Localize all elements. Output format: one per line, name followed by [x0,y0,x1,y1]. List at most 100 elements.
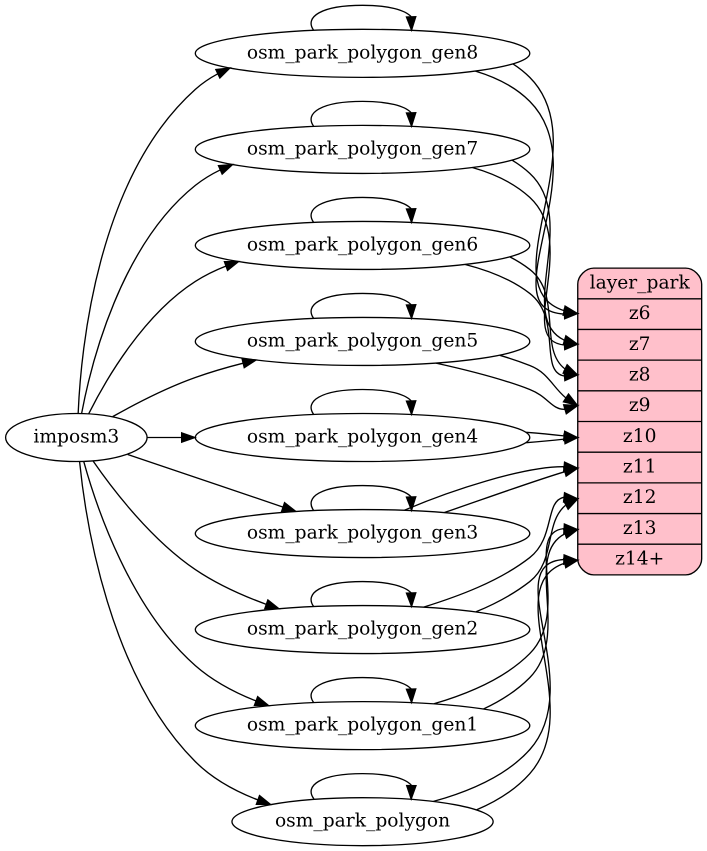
edge-osm-park-polygon-gen8-self-loop [310,4,417,33]
edge-osm-park-polygon-gen1-self-loop [310,676,417,705]
edge-imposm3-to-osm-park-polygon-gen7-line [80,169,221,414]
edge-imposm3-to-osm-park-polygon-gen1-arrowhead [253,695,271,707]
edge-osm-park-polygon-gen5-to-layer-park-z9-b-line [499,354,567,399]
edge-osm-park-polygon-gen3-to-layer-park-z11-line [444,471,565,514]
edge-osm-park-polygon-self-loop-line [310,772,412,800]
edge-imposm3-to-osm-park-polygon-gen4 [147,431,197,444]
node-osm-park-polygon: osm_park_polygon [231,796,494,847]
edge-osm-park-polygon-to-layer-park-z14-b-arrowhead [562,553,580,566]
osm-park-polygon-gen8-ellipse [194,28,531,79]
edge-osm-park-polygon-gen4-to-layer-park-z10-b [526,430,580,442]
edge-osm-park-polygon-gen2-to-layer-park-z12-line [475,504,566,613]
edge-osm-park-polygon-gen3-self-loop-arrowhead [405,496,417,513]
layer-park-table: layer_park z6 z7 z8 z9 z10 z11 z12 z13 z… [577,267,703,576]
edge-osm-park-polygon-gen2-to-layer-park-z12-b-arrowhead [562,491,580,503]
osm-park-polygon-gen3-ellipse [194,508,531,559]
edge-osm-park-polygon-gen7-self-loop-arrowhead [405,111,417,129]
edge-osm-park-polygon-gen5-to-layer-park-z9-arrowhead [562,404,580,415]
edge-imposm3-to-osm-park-polygon-gen8-line [77,73,219,414]
edge-imposm3-to-osm-park-polygon-arrowhead [255,794,273,806]
edge-osm-park-polygon-gen8-self-loop-line [310,4,412,31]
edge-osm-park-polygon-gen1-to-layer-park-z13-b-line [433,527,564,705]
edge-osm-park-polygon-to-layer-park-z14-b-line [433,558,564,803]
edge-osm-park-polygon-gen6-to-layer-park-z8-b-arrowhead [562,363,580,376]
edge-osm-park-polygon-gen1-self-loop-line [310,676,412,703]
osm-park-polygon-gen5-ellipse [194,316,531,367]
node-osm-park-polygon-gen2: osm_park_polygon_gen2 [194,604,531,655]
edge-osm-park-polygon-gen4-to-layer-park-z10-b-arrowhead [562,430,580,442]
node-osm-park-polygon-gen3: osm_park_polygon_gen3 [194,508,531,559]
edge-osm-park-polygon-gen3-self-loop [310,484,417,513]
edge-osm-park-polygon-gen5-to-layer-park-z9-b [499,354,579,407]
edge-osm-park-polygon-gen2-self-loop-line [310,580,412,607]
row-z9-label: z9 [629,395,651,416]
edge-osm-park-polygon-gen3-to-layer-park-z11-b-arrowhead [562,461,580,473]
edge-osm-park-polygon-to-layer-park-z14-b [433,553,580,803]
edge-imposm3-to-osm-park-polygon-gen8 [77,67,232,414]
edge-osm-park-polygon-gen4-self-loop-line [310,388,412,415]
edge-osm-park-polygon-gen3-to-layer-park-z11-b-line [404,466,564,511]
edge-osm-park-polygon-gen6-self-loop-arrowhead [405,208,417,225]
edge-osm-park-polygon-gen7-to-layer-park-z7-b [511,159,580,346]
imposm3-label: imposm3 [33,426,119,447]
edge-imposm3-to-osm-park-polygon-gen5-arrowhead [241,357,259,369]
osm-park-polygon-gen2-ellipse [194,604,531,655]
edge-osm-park-polygon-gen6-to-layer-park-z8-b [509,256,580,376]
osm-park-polygon-gen7-ellipse [194,124,531,175]
row-z12-label: z12 [623,487,657,508]
osm-park-polygon-gen1-ellipse [194,700,531,751]
edge-imposm3-to-osm-park-polygon-gen3-line [127,453,283,508]
edge-osm-park-polygon-gen2-self-loop [310,580,417,609]
edge-imposm3-to-osm-park-polygon-gen4-arrowhead [180,431,197,444]
edge-osm-park-polygon-self-loop-arrowhead [405,784,417,801]
edge-osm-park-polygon-gen1-self-loop-arrowhead [405,688,417,705]
row-z14plus-label: z14+ [615,548,664,569]
osm-park-polygon-label: osm_park_polygon [275,811,450,832]
edge-osm-park-polygon-gen8-self-loop-arrowhead [405,15,417,33]
edge-imposm3-to-osm-park-polygon-gen6-line [88,265,227,414]
osm-park-polygon-ellipse [231,796,494,847]
edge-osm-park-polygon-self-loop [310,772,417,801]
node-osm-park-polygon-gen7: osm_park_polygon_gen7 [194,124,531,175]
edge-osm-park-polygon-gen5-self-loop [310,292,417,321]
edge-osm-park-polygon-gen1-to-layer-park-z13-b [433,523,580,705]
edge-osm-park-polygon-gen5-self-loop-arrowhead [405,304,417,321]
edge-osm-park-polygon-gen4-self-loop-arrowhead [405,400,417,417]
osm-park-polygon-gen8-label: osm_park_polygon_gen8 [247,42,478,63]
edge-osm-park-polygon-gen6-self-loop-line [310,196,412,223]
edge-imposm3-to-osm-park-polygon-gen6-arrowhead [223,260,241,272]
edge-osm-park-polygon-gen2-self-loop-arrowhead [405,592,417,609]
edge-osm-park-polygon-gen5-to-layer-park-z9 [435,362,580,415]
row-z7-label: z7 [629,334,651,355]
edge-osm-park-polygon-gen7-to-layer-park-z7-line [472,166,565,346]
edge-imposm3-to-osm-park-polygon-gen7-arrowhead [217,163,235,176]
edge-osm-park-polygon-gen4-self-loop [310,388,417,417]
edge-imposm3-to-osm-park-polygon-gen2 [92,460,281,610]
edge-osm-park-polygon-gen7-to-layer-park-z7-b-line [511,159,565,341]
osm-park-polygon-gen7-label: osm_park_polygon_gen7 [247,138,478,159]
row-z13-label: z13 [623,518,657,539]
edge-osm-park-polygon-gen4-to-layer-park-z10-line [526,438,565,444]
osm-park-polygon-gen6-ellipse [194,220,531,271]
edge-osm-park-polygon-to-layer-park-z14-line [476,562,565,811]
edge-osm-park-polygon-gen2-to-layer-park-z12-b [423,491,580,608]
node-osm-park-polygon-gen5: osm_park_polygon_gen5 [194,316,531,367]
row-z8-label: z8 [629,364,651,385]
edge-osm-park-polygon-gen8-to-layer-park-z6-b [512,63,580,316]
edge-imposm3-to-osm-park-polygon-gen3-arrowhead [280,501,298,513]
edge-osm-park-polygon-gen5-to-layer-park-z9-line [435,362,565,411]
edge-imposm3-to-osm-park-polygon-gen1 [83,461,271,707]
node-osm-park-polygon-gen8: osm_park_polygon_gen8 [194,28,531,79]
edge-imposm3-to-osm-park-polygon-gen7 [80,163,235,414]
edge-osm-park-polygon-gen6-to-layer-park-z8-line [465,263,565,377]
edge-osm-park-polygon-gen1-to-layer-park-z13-b-arrowhead [563,523,580,535]
edge-imposm3-to-osm-park-polygon-gen6 [88,260,241,414]
osm-park-polygon-gen4-label: osm_park_polygon_gen4 [247,426,478,447]
edge-osm-park-polygon-gen7-to-layer-park-z7-b-arrowhead [562,334,580,346]
imposm3-ellipse [4,412,148,463]
node-osm-park-polygon-gen1: osm_park_polygon_gen1 [194,700,531,751]
osm-park-polygon-gen3-label: osm_park_polygon_gen3 [247,522,478,543]
